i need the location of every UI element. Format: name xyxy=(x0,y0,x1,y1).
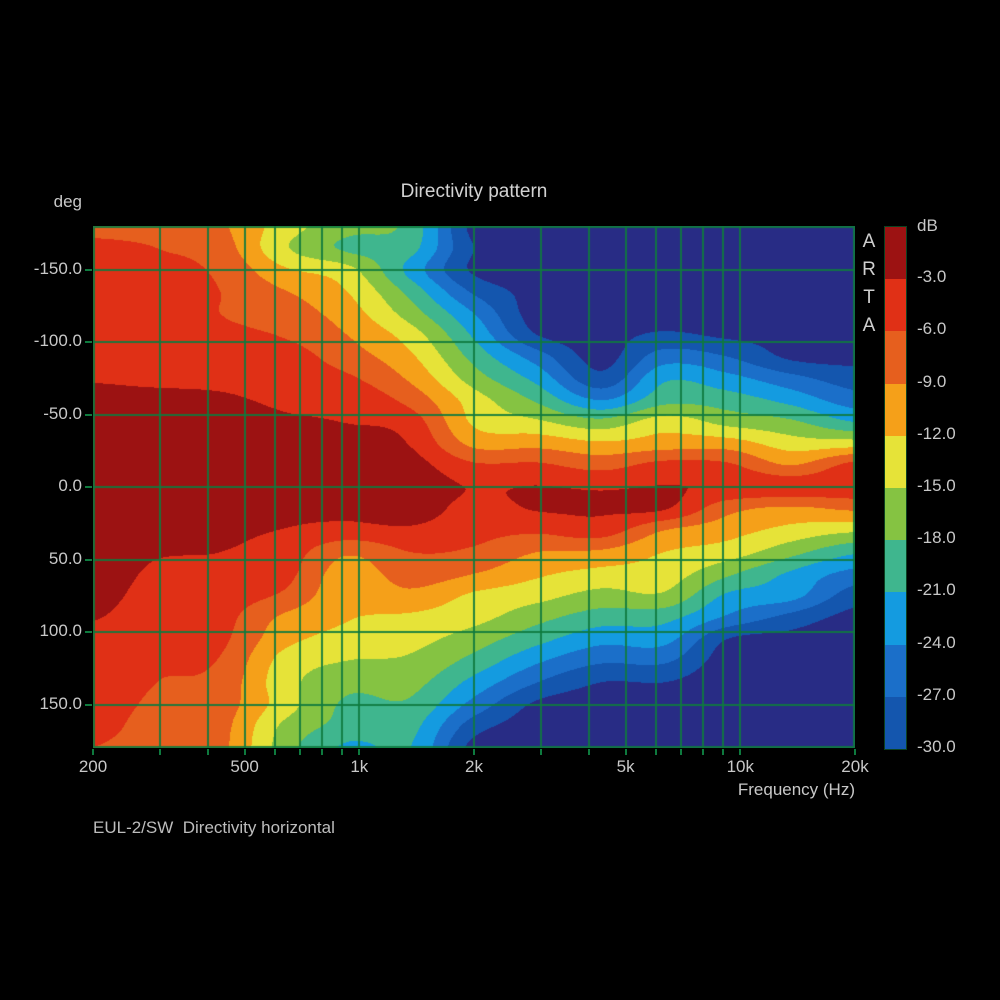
colorbar-tick-label: -15.0 xyxy=(917,476,956,495)
y-axis-tick-label: 100.0 xyxy=(39,621,82,640)
y-axis-tick-label: -50.0 xyxy=(43,403,82,423)
y-axis-tick-label: 150.0 xyxy=(39,693,82,713)
x-axis-tick-mark xyxy=(244,749,246,755)
colorbar-tick-label: -21.0 xyxy=(917,580,956,600)
x-axis-tick-mark xyxy=(274,749,276,755)
x-axis-tick-mark xyxy=(341,749,343,755)
plot-area xyxy=(93,226,855,748)
watermark-letter: A xyxy=(862,315,876,336)
colorbar xyxy=(884,226,907,750)
x-axis-tick-mark xyxy=(854,749,856,755)
colorbar-segment xyxy=(885,227,906,280)
colorbar-segment xyxy=(885,331,906,384)
chart-title: Directivity pattern xyxy=(400,181,548,202)
x-axis-tick-label: 20k xyxy=(841,757,869,776)
watermark-letter: A xyxy=(862,231,876,252)
x-axis-tick-mark xyxy=(739,749,741,755)
y-axis-tick-mark xyxy=(85,413,92,416)
y-axis-tick-label: 50.0 xyxy=(48,548,82,568)
y-axis-tick-mark xyxy=(85,558,92,561)
colorbar-tick-label: -27.0 xyxy=(917,684,956,704)
y-axis-tick-label: -100.0 xyxy=(33,331,82,350)
colorbar-tick-label: -3.0 xyxy=(917,267,947,287)
colorbar-segment xyxy=(885,644,906,697)
y-axis-tick-mark xyxy=(85,631,92,633)
y-axis-tick-mark xyxy=(85,486,92,488)
colorbar-segment xyxy=(885,696,906,749)
x-axis-tick-mark xyxy=(655,749,657,755)
colorbar-tick-label: -6.0 xyxy=(917,319,947,339)
x-axis-tick-mark xyxy=(299,749,301,755)
x-axis-tick-mark xyxy=(92,749,94,755)
x-axis-tick-label: 500 xyxy=(230,757,259,776)
x-axis-tick-label: 2k xyxy=(465,757,483,776)
x-axis-tick-mark xyxy=(540,749,542,755)
directivity-heatmap xyxy=(93,226,855,748)
colorbar-segment xyxy=(885,592,906,645)
x-axis-tick-mark xyxy=(625,749,627,755)
x-axis-tick-mark xyxy=(680,749,682,755)
x-axis-tick-label: 1k xyxy=(350,757,369,776)
colorbar-tick-label: -9.0 xyxy=(917,371,947,391)
x-axis-tick-mark xyxy=(722,749,724,755)
watermark-letter: T xyxy=(863,287,875,308)
colorbar-segment xyxy=(885,279,906,332)
y-axis-tick-label: 0.0 xyxy=(58,476,82,495)
x-axis-tick-mark xyxy=(473,749,475,755)
x-axis-tick-label: 200 xyxy=(78,757,108,776)
x-axis-tick-mark xyxy=(321,749,323,755)
y-axis-unit-label: deg xyxy=(53,192,82,211)
colorbar-tick-label: -12.0 xyxy=(917,423,956,443)
watermark-letter: R xyxy=(862,259,876,280)
x-axis-tick-mark xyxy=(358,749,360,755)
x-axis-label: Frequency (Hz) xyxy=(737,780,855,799)
x-axis-tick-label: 5k xyxy=(616,757,635,776)
colorbar-tick-label: -18.0 xyxy=(917,528,956,548)
colorbar-db-label: dB xyxy=(917,216,938,235)
colorbar-tick-label: -30.0 xyxy=(917,737,956,756)
colorbar-segment xyxy=(885,383,906,436)
y-axis-tick-mark xyxy=(85,341,92,343)
x-axis-tick-mark xyxy=(588,749,590,755)
colorbar-segment xyxy=(885,540,906,593)
x-axis-tick-mark xyxy=(702,749,704,755)
y-axis-tick-mark xyxy=(85,703,92,706)
colorbar-tick-label: -24.0 xyxy=(917,632,956,652)
colorbar-segment xyxy=(885,487,906,541)
colorbar-segment xyxy=(885,435,906,488)
x-axis-tick-mark xyxy=(207,749,209,755)
x-axis-tick-mark xyxy=(159,749,161,755)
y-axis-tick-label: -150.0 xyxy=(33,258,82,278)
measurement-footer-text: EUL-2/SW Directivity horizontal xyxy=(93,818,335,837)
x-axis-tick-label: 10k xyxy=(726,757,755,776)
y-axis-tick-mark xyxy=(85,268,92,271)
